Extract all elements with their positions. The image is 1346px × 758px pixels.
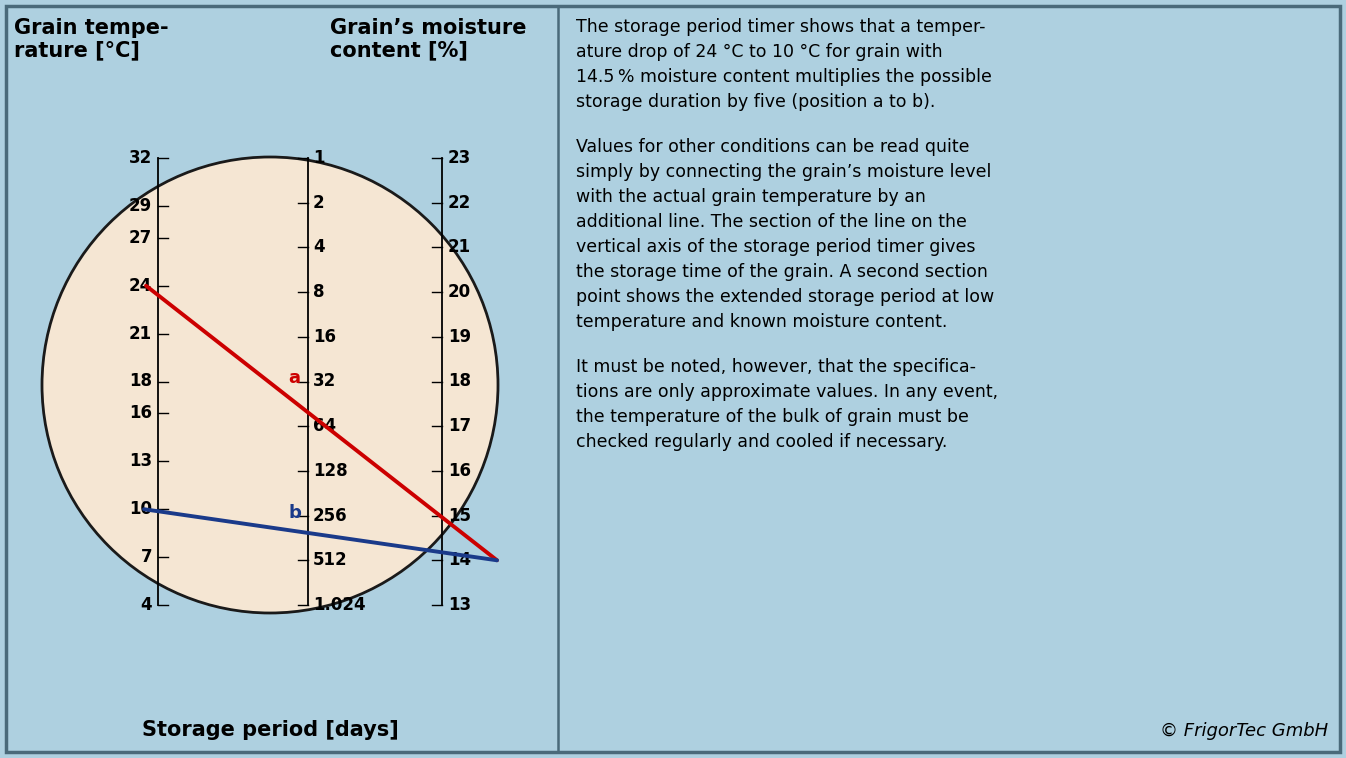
- Text: 7: 7: [140, 548, 152, 566]
- Text: rature [°C]: rature [°C]: [13, 40, 140, 60]
- Text: 24: 24: [129, 277, 152, 295]
- Text: a: a: [288, 369, 300, 387]
- Text: 1: 1: [314, 149, 324, 167]
- Text: 16: 16: [129, 405, 152, 422]
- Text: 27: 27: [129, 229, 152, 247]
- Text: 21: 21: [448, 239, 471, 256]
- Text: 22: 22: [448, 194, 471, 211]
- Text: © FrigorTec GmbH: © FrigorTec GmbH: [1160, 722, 1329, 740]
- Text: 1.024: 1.024: [314, 596, 366, 614]
- Text: 2: 2: [314, 194, 324, 211]
- Text: 18: 18: [448, 372, 471, 390]
- Text: 13: 13: [129, 453, 152, 470]
- Text: 29: 29: [129, 197, 152, 215]
- Text: 256: 256: [314, 506, 347, 525]
- Text: 32: 32: [129, 149, 152, 167]
- Text: 4: 4: [140, 596, 152, 614]
- Text: 20: 20: [448, 283, 471, 301]
- Text: 10: 10: [129, 500, 152, 518]
- Text: Values for other conditions can be read quite
simply by connecting the grain’s m: Values for other conditions can be read …: [576, 138, 995, 331]
- Text: The storage period timer shows that a temper-
ature drop of 24 °C to 10 °C for g: The storage period timer shows that a te…: [576, 18, 992, 111]
- Text: 14: 14: [448, 551, 471, 569]
- Text: 8: 8: [314, 283, 324, 301]
- Text: 15: 15: [448, 506, 471, 525]
- Text: Grain’s moisture: Grain’s moisture: [330, 18, 526, 38]
- Text: 16: 16: [314, 327, 336, 346]
- Text: 21: 21: [129, 324, 152, 343]
- Text: 4: 4: [314, 239, 324, 256]
- Text: 18: 18: [129, 372, 152, 390]
- Text: Storage period [days]: Storage period [days]: [141, 720, 398, 740]
- Text: 512: 512: [314, 551, 347, 569]
- Text: 13: 13: [448, 596, 471, 614]
- Circle shape: [42, 157, 498, 613]
- Text: Grain tempe-: Grain tempe-: [13, 18, 168, 38]
- Text: 128: 128: [314, 462, 347, 480]
- Text: 16: 16: [448, 462, 471, 480]
- Text: 17: 17: [448, 417, 471, 435]
- Text: 64: 64: [314, 417, 336, 435]
- Text: b: b: [288, 504, 302, 522]
- Text: 19: 19: [448, 327, 471, 346]
- Text: content [%]: content [%]: [330, 40, 468, 60]
- Text: 23: 23: [448, 149, 471, 167]
- Text: It must be noted, however, that the specifica-
tions are only approximate values: It must be noted, however, that the spec…: [576, 358, 999, 451]
- Text: 32: 32: [314, 372, 336, 390]
